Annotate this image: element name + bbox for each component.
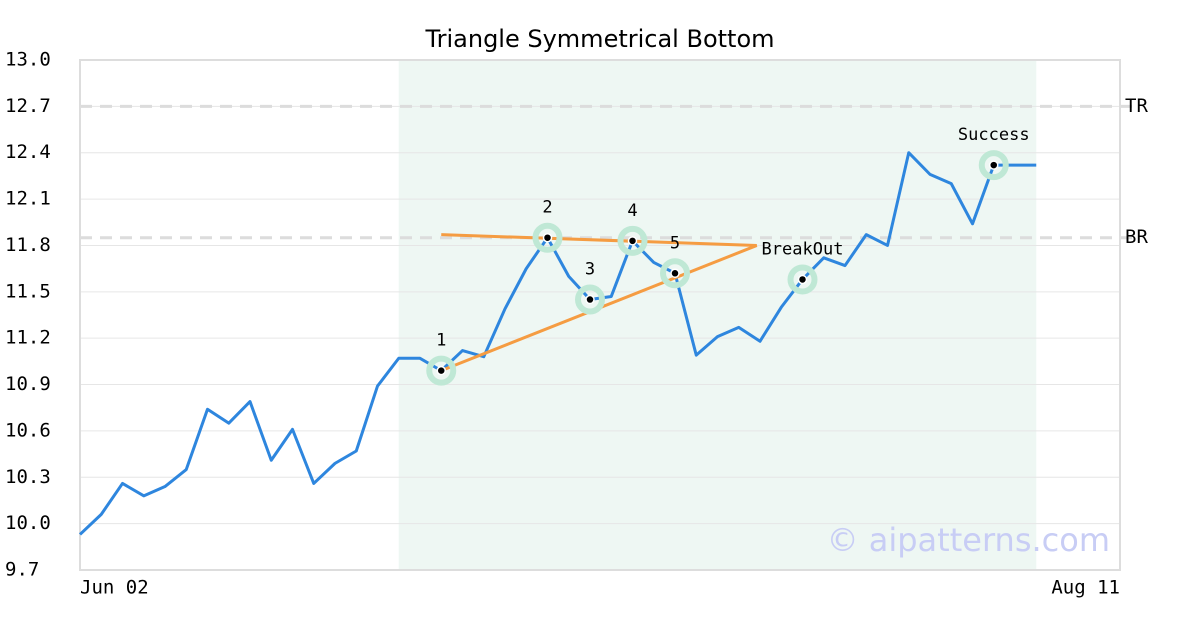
y-tick-label: 9.7: [5, 559, 39, 581]
y-tick-label: 12.4: [5, 141, 51, 163]
marker-dot: [627, 236, 638, 246]
y-tick-label: 10.9: [5, 373, 51, 395]
y-tick-label: 11.2: [5, 327, 51, 349]
trend-line: [441, 233, 757, 247]
y-tick-label: 11.5: [5, 280, 51, 302]
marker-halo: [978, 150, 1009, 181]
marker-label: 5: [670, 233, 680, 253]
marker-dot: [436, 365, 446, 376]
marker-dot: [989, 160, 999, 170]
marker-halo: [532, 222, 563, 253]
y-tick-label: 12.7: [5, 95, 51, 117]
y-tick-label: 10.3: [5, 466, 51, 488]
marker-label: 1: [436, 331, 446, 351]
y-tick-label: 10.0: [5, 512, 51, 534]
y-tick-label: 10.6: [5, 419, 51, 441]
marker-halo: [426, 355, 457, 386]
pattern-region: [398, 60, 1037, 570]
chart-title: Triangle Symmetrical Bottom: [424, 25, 774, 53]
marker-label: 4: [627, 201, 637, 221]
marker-halo: [575, 284, 605, 315]
y-tick-label: 13.0: [5, 49, 51, 71]
price-line: [78, 151, 1037, 536]
y-tick-label: 12.1: [5, 188, 51, 210]
marker-label: 3: [585, 260, 595, 280]
x-tick-label: Aug 11: [1051, 577, 1120, 599]
marker-dot: [670, 268, 680, 279]
marker-dot: [585, 294, 595, 305]
marker-label: Success: [958, 125, 1030, 145]
level-label: TR: [1125, 95, 1148, 117]
marker-label: BreakOut: [762, 239, 844, 259]
watermark: © aipatterns.com: [827, 521, 1110, 559]
marker-dot: [797, 274, 808, 285]
plot-frame: [79, 59, 1121, 571]
marker-dot: [542, 232, 553, 243]
marker-halo: [617, 225, 648, 256]
x-tick-label: Jun 02: [80, 577, 149, 599]
marker-label: 2: [542, 198, 552, 218]
y-tick-label: 11.8: [5, 234, 51, 256]
level-label: BR: [1125, 226, 1148, 248]
marker-halo: [787, 264, 818, 295]
marker-halo: [660, 258, 690, 289]
